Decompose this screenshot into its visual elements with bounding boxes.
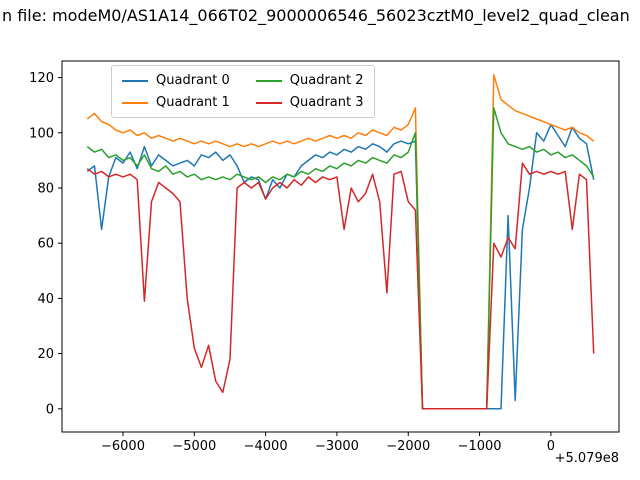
y-tick-label: 120 bbox=[29, 71, 54, 86]
legend: Quadrant 0 Quadrant 1 Quadrant 2 Quadran… bbox=[111, 65, 375, 118]
legend-label: Quadrant 1 bbox=[156, 95, 230, 110]
legend-line-swatch-quadrant-3 bbox=[255, 101, 282, 104]
legend-label: Quadrant 0 bbox=[156, 73, 230, 88]
plot-line-quadrant-0 bbox=[86, 123, 595, 410]
y-tick-label: 40 bbox=[37, 292, 54, 307]
plot-line-quadrant-1 bbox=[86, 74, 595, 410]
legend-label: Quadrant 3 bbox=[289, 95, 364, 110]
legend-item-quadrant-0: Quadrant 0 bbox=[122, 73, 230, 88]
x-tick-label: −6000 bbox=[101, 439, 145, 454]
legend-item-quadrant-3: Quadrant 3 bbox=[255, 95, 364, 110]
legend-item-quadrant-1: Quadrant 1 bbox=[122, 95, 230, 110]
legend-line-swatch-quadrant-0 bbox=[122, 79, 148, 82]
legend-line-swatch-quadrant-1 bbox=[122, 101, 148, 104]
legend-item-quadrant-2: Quadrant 2 bbox=[255, 73, 364, 88]
x-tick-label: −4000 bbox=[244, 439, 288, 454]
y-tick-label: 0 bbox=[46, 402, 54, 417]
y-tick-label: 20 bbox=[37, 347, 54, 362]
legend-label: Quadrant 2 bbox=[289, 73, 364, 88]
x-tick-label: −3000 bbox=[315, 439, 359, 454]
y-tick-label: 60 bbox=[37, 237, 54, 252]
y-tick-label: 100 bbox=[29, 126, 54, 141]
axes-frame bbox=[61, 60, 620, 433]
y-tick-label: 80 bbox=[37, 181, 54, 196]
plot-line-quadrant-2 bbox=[86, 107, 595, 410]
x-tick-label: −2000 bbox=[386, 439, 430, 454]
x-tick-label: 0 bbox=[547, 439, 555, 454]
chart-title: n file: modeM0/AS1A14_066T02_9000006546_… bbox=[2, 6, 630, 25]
x-axis-offset-label: +5.079e8 bbox=[555, 451, 619, 466]
legend-line-swatch-quadrant-2 bbox=[255, 79, 282, 82]
x-tick-label: −1000 bbox=[458, 439, 502, 454]
plot-line-quadrant-3 bbox=[86, 162, 595, 410]
x-tick-label: −5000 bbox=[172, 439, 216, 454]
